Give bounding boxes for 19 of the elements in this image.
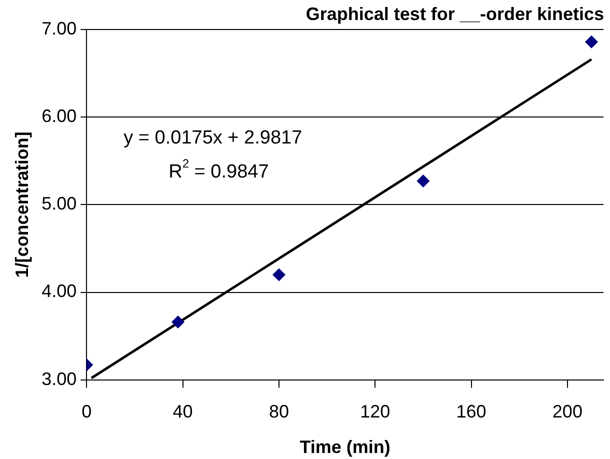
annotation: y = 0.0175x + 2.9817 [124,128,302,149]
y-tick-label: 6.00 [42,106,77,126]
point [272,268,286,282]
y-tick-label: 3.00 [42,368,77,389]
y-tick-label: 7.00 [42,18,77,39]
y-tick-label: 4.00 [42,281,77,302]
x-tick-label: 80 [268,402,289,422]
point [171,316,184,329]
x-axis-title: Time (min) [300,437,390,458]
x-tick-label: 0 [82,402,92,422]
point [416,174,430,188]
y-axis-title: 1/[concentration] [12,132,32,278]
x-tick-label: 120 [360,402,390,422]
x-tick-label: 40 [172,402,193,422]
y-tick-label: 5.00 [42,194,77,214]
chart-title: Graphical test for __-order kinetics [306,4,604,24]
x-tick-label: 200 [552,402,582,422]
x-tick-label: 160 [456,402,486,422]
point [584,35,598,48]
